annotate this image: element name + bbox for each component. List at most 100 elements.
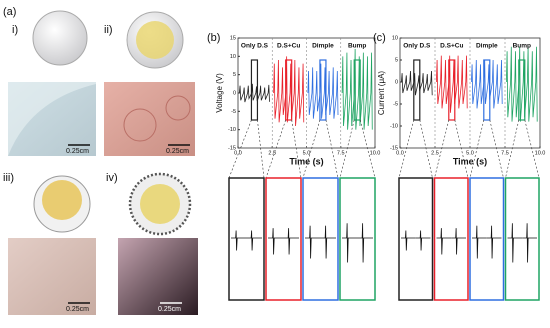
highlight	[250, 59, 259, 121]
photo-detail	[123, 108, 157, 142]
highlight	[518, 59, 526, 121]
zoom-guide	[302, 119, 321, 179]
panel-label: (c)	[373, 32, 386, 44]
panel-label: iv)	[106, 172, 118, 184]
zoom-signal	[320, 225, 336, 259]
signal-line	[273, 56, 305, 127]
zoom-guide	[359, 119, 376, 179]
zoom-signal	[357, 223, 373, 263]
photo-detail	[8, 82, 96, 156]
x-tick-label: 10.0	[370, 150, 381, 156]
zoom-box	[228, 177, 265, 301]
legend-label: Bump	[348, 43, 366, 50]
zoom-signal	[436, 228, 452, 255]
zoom-guide	[469, 119, 485, 179]
zoom-guide	[419, 119, 433, 179]
zoom-guide	[524, 119, 540, 179]
zoom-box	[302, 177, 339, 301]
x-tick-label: 5.0	[303, 150, 311, 156]
scale-label: 0.25cm	[66, 148, 89, 155]
legend-label: Only D.S	[403, 43, 431, 50]
zoom-guide	[454, 119, 469, 179]
signal-line	[436, 55, 468, 113]
x-tick-label: 5.0	[466, 150, 474, 156]
zoom-box	[433, 177, 469, 301]
panel-label: i)	[12, 24, 18, 36]
legend-label: D.S+Cu	[440, 43, 463, 50]
photo-detail	[165, 95, 191, 121]
zoom-signal	[305, 225, 321, 259]
signal-line	[401, 70, 433, 96]
signal-line	[238, 83, 270, 103]
highlight	[319, 59, 327, 121]
y-tick-label: -15	[390, 145, 398, 151]
y-tick-label: -15	[228, 145, 236, 151]
signal-line	[506, 46, 538, 122]
y-tick-label: 0	[395, 79, 398, 85]
panel-label: (a)	[3, 6, 16, 18]
zoom-guide	[265, 119, 286, 179]
sphere	[32, 10, 88, 66]
panel-label: ii)	[104, 24, 113, 36]
zoom-signal	[415, 230, 431, 251]
photo	[8, 238, 96, 315]
zoom-signal	[246, 230, 262, 251]
x-axis-label: Time (s)	[453, 156, 487, 166]
zoom-box	[398, 177, 434, 301]
x-tick-label: 10.0	[535, 150, 546, 156]
dimples	[42, 180, 82, 220]
y-tick-label: 10	[230, 54, 236, 60]
zoom-box	[339, 177, 376, 301]
panel-label: iii)	[3, 172, 14, 184]
highlight	[483, 59, 491, 121]
highlight	[353, 59, 361, 121]
zoom-box	[265, 177, 302, 301]
highlight	[413, 59, 421, 121]
scale-label: 0.25cm	[166, 148, 189, 155]
y-tick-label: 15	[230, 35, 236, 41]
zoom-signal	[522, 223, 537, 263]
y-tick-label: -10	[390, 123, 398, 129]
y-axis-label: Voltage (V)	[215, 73, 224, 113]
y-tick-label: 5	[233, 72, 236, 78]
zoom-signal	[401, 230, 416, 251]
zoom-guide	[291, 119, 302, 179]
mesh	[136, 21, 174, 59]
zoom-signal	[283, 228, 299, 255]
highlight	[285, 59, 293, 121]
zoom-guide	[489, 119, 504, 179]
y-tick-label: 10	[392, 35, 398, 41]
zoom-signal	[451, 228, 466, 255]
y-tick-label: 5	[395, 57, 398, 63]
legend-label: D.S+Cu	[277, 43, 300, 50]
signal-line	[471, 59, 503, 109]
legend-label: Only D.S	[241, 43, 269, 50]
panel-label: (b)	[207, 32, 220, 44]
zoom-guide	[434, 119, 450, 179]
zoom-guide	[398, 119, 415, 179]
x-tick-label: 7.5	[337, 150, 345, 156]
signal-line	[341, 48, 373, 130]
x-axis-label: Time (s)	[289, 156, 323, 166]
signal-line	[307, 63, 339, 119]
x-tick-label: 2.5	[431, 150, 439, 156]
y-tick-label: -5	[231, 109, 236, 115]
zoom-box	[469, 177, 505, 301]
legend-label: Bump	[513, 43, 531, 50]
zoom-signal	[231, 230, 247, 251]
x-tick-label: 0.0	[234, 150, 242, 156]
zoom-signal	[507, 223, 523, 263]
y-tick-label: -5	[393, 101, 398, 107]
zoom-guide	[505, 119, 520, 179]
panel-a: (a) i) ii) 0.25cm 0.25cm iii) iv) 0.25cm…	[3, 6, 198, 315]
zoom-guide	[339, 119, 355, 179]
zoom-signal	[268, 228, 284, 255]
photo	[104, 82, 195, 156]
y-tick-label: -10	[228, 127, 236, 133]
legend-label: Dimple	[312, 43, 334, 50]
x-tick-label: 2.5	[268, 150, 276, 156]
zoom-box	[504, 177, 540, 301]
zoom-guide	[257, 119, 265, 179]
legend-label: Dimple	[476, 43, 498, 50]
